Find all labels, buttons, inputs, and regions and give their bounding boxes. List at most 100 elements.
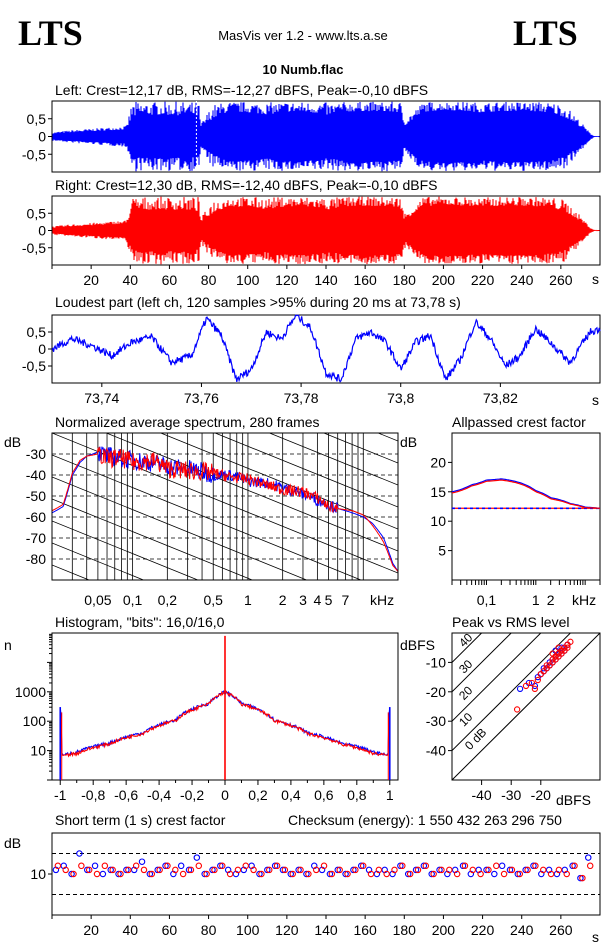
short-term-point-right	[555, 866, 563, 874]
spectrum-xtick: 4	[313, 592, 321, 608]
short-term-point-right	[234, 866, 242, 874]
spectrum-slope-line	[214, 433, 398, 508]
peak-rms-point-right	[555, 644, 562, 651]
loudest-xtick: 73,8	[387, 390, 414, 406]
crest-series-right	[451, 479, 601, 509]
short-term-xtick: 240	[510, 922, 534, 938]
right-waveform-ytick: 0	[38, 223, 46, 239]
short-term-point-right	[414, 866, 422, 874]
histogram-ytick: 1000	[15, 684, 46, 700]
short-term-point-right	[85, 866, 93, 874]
short-term-point-left	[506, 866, 514, 874]
spectrum-ytick: -40	[26, 467, 46, 483]
short-term-point-right	[62, 866, 69, 874]
short-term-point-right	[547, 870, 555, 878]
short-term-point-right	[367, 870, 375, 878]
spectrum-slope-line	[52, 476, 308, 580]
short-term-point-right	[172, 866, 179, 874]
short-term-xtick: 60	[162, 922, 178, 938]
short-term-point-left	[577, 874, 584, 882]
short-term-point-right	[524, 866, 531, 874]
peak-rms-xtick: -30	[501, 787, 521, 803]
short-term-point-right	[289, 870, 296, 878]
short-term-point-left	[397, 862, 404, 870]
short-term-point-left	[459, 862, 467, 870]
crest-ylabel: dB	[400, 434, 417, 450]
crest-ytick: 20	[430, 454, 446, 470]
short-term-point-left	[271, 862, 279, 870]
short-term-point-right	[446, 866, 453, 874]
short-term-point-right	[430, 870, 437, 878]
short-term-point-right	[312, 866, 320, 874]
short-term-point-left	[99, 870, 107, 878]
left-waveform-ytick: 0	[38, 129, 46, 145]
histogram-xtick: 0,8	[347, 787, 367, 803]
histogram-xtick: -1	[54, 787, 67, 803]
short-term-point-right	[399, 862, 406, 870]
short-term-point-left	[83, 866, 91, 874]
right-waveform-xunit: s	[592, 271, 599, 287]
short-term-xtick: 40	[122, 922, 138, 938]
short-term-point-right	[211, 866, 218, 874]
short-term-point-right	[265, 866, 273, 874]
spectrum-xtick: 0,5	[203, 592, 223, 608]
loudest-signal	[51, 314, 601, 383]
peak-rms-xtick: -40	[471, 787, 491, 803]
peak-rms-point-left	[516, 685, 524, 693]
short-term-point-right	[195, 862, 203, 870]
short-term-point-left	[123, 866, 130, 874]
loudest-part-title: Loudest part (left ch, 120 samples >95% …	[55, 294, 461, 310]
short-term-point-right	[383, 870, 390, 878]
file-name: 10 Numb.flac	[263, 62, 344, 77]
peak-rms-point-right	[534, 676, 541, 684]
right-waveform-ytick: 0,5	[27, 205, 47, 221]
histogram-xtick: 0,6	[314, 787, 334, 803]
spectrum-xtick: 2	[279, 592, 287, 608]
short-term-point-left	[357, 862, 365, 870]
short-term-point-right	[179, 870, 187, 878]
spectrum-slope-line	[322, 433, 398, 464]
lts-logo-left: LTS	[18, 13, 83, 53]
peak-rms-point-left	[552, 647, 559, 654]
short-term-point-left	[217, 862, 224, 870]
short-term-point-right	[219, 862, 226, 870]
spectrum-slope-line	[52, 498, 254, 580]
peak-rms-point-right	[522, 682, 530, 690]
short-term-point-right	[54, 862, 62, 870]
right-waveform-xtick: 120	[275, 272, 299, 288]
short-term-frame	[51, 832, 601, 916]
short-term-point-right	[156, 866, 163, 874]
short-term-xtick: 140	[314, 922, 338, 938]
short-term-point-left	[420, 862, 428, 870]
spectrum-xtick: 0,1	[123, 592, 143, 608]
short-term-point-left	[76, 850, 83, 857]
short-term-point-right	[453, 870, 461, 878]
short-term-point-left	[522, 866, 529, 874]
short-term-point-right	[273, 862, 281, 870]
short-term-point-right	[101, 862, 109, 870]
crest-frame	[451, 432, 601, 581]
short-term-point-right	[391, 866, 398, 874]
right-waveform-xtick: 80	[201, 272, 217, 288]
short-term-point-left	[287, 870, 295, 878]
peak-rms-ytick: -20	[426, 684, 446, 700]
short-term-point-left	[256, 870, 263, 878]
short-term-point-right	[516, 870, 524, 878]
spectrum-slope-line	[52, 454, 362, 580]
spectrum-ytick: -30	[26, 446, 46, 462]
right-waveform-xtick: 200	[432, 272, 456, 288]
peak-rms-point-right	[567, 638, 574, 645]
short-term-point-left	[264, 866, 271, 874]
short-term-point-left	[428, 870, 435, 878]
crest-ytick: 5	[438, 543, 446, 559]
histogram-ylabel: n	[4, 637, 12, 653]
short-term-point-left	[295, 866, 302, 874]
short-term-ylabel: dB	[4, 835, 21, 851]
short-term-point-right	[320, 862, 328, 870]
short-term-point-left	[498, 862, 506, 870]
left-waveform-ytick: -0,5	[22, 146, 46, 162]
peak-rms-ytick: -40	[426, 743, 446, 759]
peak-rms-crest-label: 20	[456, 683, 476, 703]
short-term-point-right	[203, 870, 210, 878]
short-term-point-left	[146, 870, 154, 878]
